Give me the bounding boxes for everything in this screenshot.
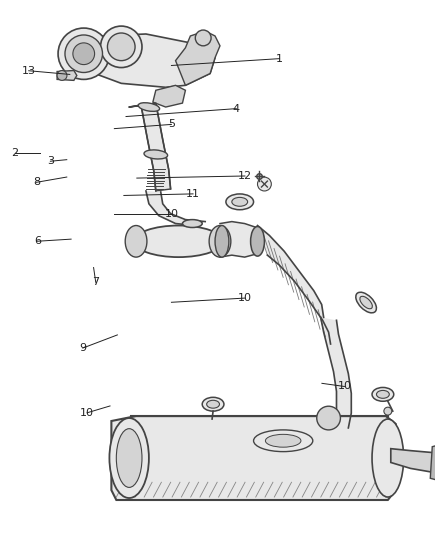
Circle shape (57, 70, 67, 80)
Polygon shape (153, 85, 185, 107)
Ellipse shape (215, 225, 229, 257)
Text: 10: 10 (238, 293, 252, 303)
Text: 9: 9 (79, 343, 86, 353)
Polygon shape (111, 416, 396, 500)
Text: 5: 5 (168, 119, 175, 130)
Text: 4: 4 (233, 103, 240, 114)
Ellipse shape (372, 387, 394, 401)
Ellipse shape (265, 434, 301, 447)
Text: 11: 11 (186, 189, 200, 199)
Polygon shape (220, 222, 259, 257)
Text: 12: 12 (238, 171, 252, 181)
Ellipse shape (209, 225, 231, 257)
Text: 1: 1 (276, 54, 283, 63)
Ellipse shape (202, 397, 224, 411)
Ellipse shape (207, 400, 219, 408)
Polygon shape (430, 443, 438, 482)
Circle shape (384, 407, 392, 415)
Ellipse shape (377, 390, 389, 398)
Ellipse shape (254, 430, 313, 451)
Circle shape (195, 30, 211, 46)
Text: 8: 8 (33, 177, 40, 187)
Text: 10: 10 (80, 408, 94, 418)
Text: 7: 7 (92, 277, 99, 287)
Ellipse shape (372, 419, 404, 497)
Ellipse shape (356, 292, 376, 313)
Circle shape (101, 26, 142, 68)
Circle shape (317, 406, 340, 430)
Circle shape (73, 43, 95, 64)
Text: 6: 6 (34, 236, 41, 246)
Ellipse shape (117, 429, 142, 487)
Ellipse shape (183, 220, 202, 228)
Ellipse shape (226, 194, 254, 209)
Ellipse shape (125, 225, 147, 257)
Text: 3: 3 (47, 156, 54, 166)
Circle shape (258, 177, 271, 191)
Circle shape (65, 35, 102, 72)
Polygon shape (176, 31, 220, 85)
Circle shape (58, 28, 110, 79)
Ellipse shape (138, 103, 159, 111)
Ellipse shape (144, 150, 168, 159)
Circle shape (107, 33, 135, 61)
Polygon shape (258, 225, 331, 344)
Text: 13: 13 (22, 66, 36, 76)
Polygon shape (321, 317, 351, 428)
Ellipse shape (110, 418, 149, 498)
Ellipse shape (360, 296, 372, 309)
Ellipse shape (232, 197, 247, 206)
Text: 10: 10 (337, 382, 351, 391)
Text: 10: 10 (164, 209, 178, 219)
Polygon shape (146, 191, 205, 225)
Polygon shape (57, 70, 77, 80)
Text: 2: 2 (11, 148, 18, 158)
Ellipse shape (251, 227, 265, 256)
Ellipse shape (134, 225, 223, 257)
Polygon shape (80, 34, 215, 87)
Polygon shape (129, 103, 171, 191)
Polygon shape (391, 449, 433, 472)
